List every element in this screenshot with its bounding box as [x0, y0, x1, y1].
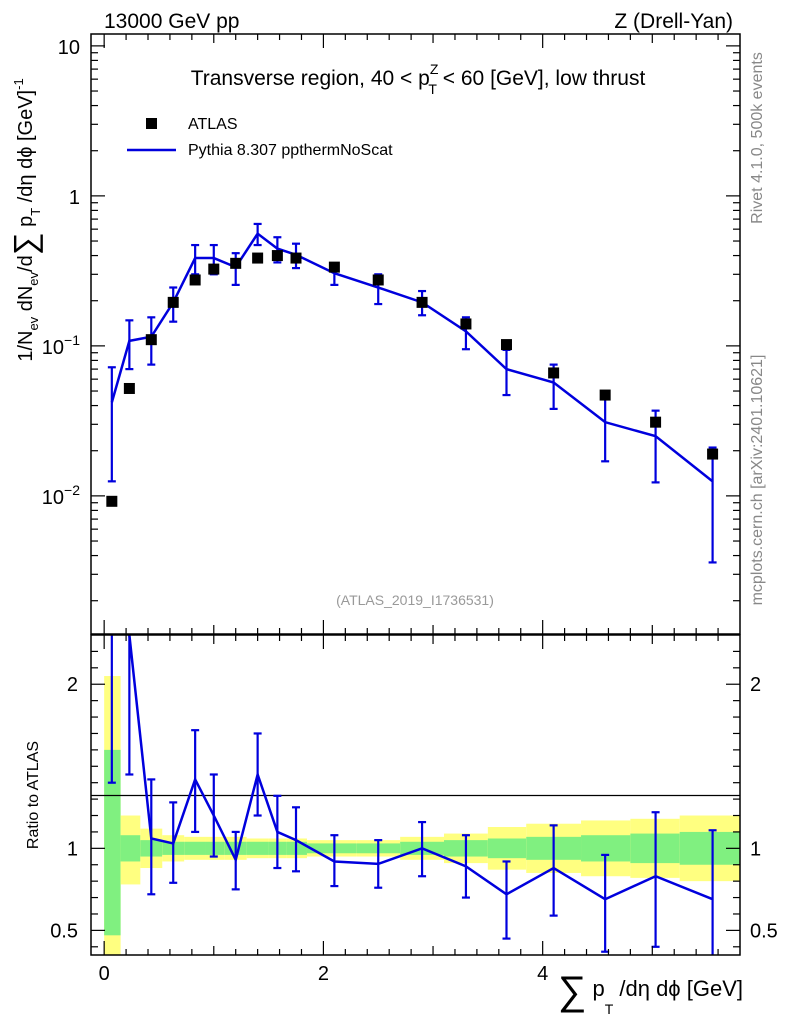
chart-title: Transverse region, 40 < pZ T < 60 [GeV], …	[191, 61, 646, 97]
ratio-band-inner	[120, 835, 141, 862]
process-label: Z (Drell-Yan)	[614, 10, 733, 33]
legend-marker-atlas	[146, 118, 157, 129]
main-y-axis-label: 1/Nev dNev/d∑ pT /dη dϕ [GeV]-1	[7, 78, 43, 361]
data-point	[599, 389, 611, 401]
y-tick-label: 10−1	[42, 332, 80, 359]
main-frame	[90, 33, 741, 635]
x-tick-label: 0	[99, 963, 110, 985]
x-tick-label: 2	[318, 963, 329, 985]
ratio-line	[128, 635, 714, 901]
data-point	[123, 382, 135, 394]
ratio-y-tick-label-right: 0.5	[750, 920, 778, 942]
ratio-y-tick-label-right: 2	[750, 674, 761, 696]
ratio-series	[107, 635, 717, 955]
main-y-ticks: 10 1 10−1 10−2	[42, 34, 740, 634]
legend-label-pythia: Pythia 8.307 ppthermNoScat	[188, 142, 393, 159]
data-point	[500, 339, 512, 351]
y-tick-label: 10−2	[42, 482, 80, 509]
data-point	[271, 250, 283, 262]
ratio-uncertainty-bands	[104, 676, 740, 955]
ratio-band-inner	[184, 841, 206, 855]
data-point	[230, 257, 242, 269]
data-point	[290, 252, 302, 264]
x-tick-label: 4	[537, 963, 548, 985]
ratio-band-inner	[104, 749, 121, 936]
data-point	[416, 296, 428, 308]
ratio-y-tick-label-right: 1	[750, 838, 761, 860]
data-point	[145, 334, 157, 346]
rivet-version-label: Rivet 4.1.0, 500k events	[749, 52, 766, 224]
ratio-y-tick-label-left: 1	[67, 838, 78, 860]
mc-line	[110, 231, 714, 483]
ratio-band-inner	[487, 838, 527, 859]
data-point	[106, 495, 118, 507]
ratio-ticks: 0.5 0.5 1 1 2 2 0 2 4	[50, 635, 778, 985]
ratio-band-inner	[246, 841, 269, 855]
legend-label-atlas: ATLAS	[188, 116, 238, 133]
mcplots-label: mcplots.cern.ch [arXiv:2401.10621]	[749, 355, 766, 606]
data-point	[167, 296, 179, 308]
ratio-y-tick-label-left: 2	[67, 674, 78, 696]
y-tick-label: 1	[69, 187, 80, 209]
ratio-y-axis-label: Ratio to ATLAS	[25, 741, 42, 849]
y-tick-label: 10	[58, 37, 80, 59]
analysis-id: (ATLAS_2019_I1736531)	[336, 592, 494, 608]
x-axis-label: ∑ pT /dη dϕ [GeV]	[558, 969, 743, 1017]
data-point	[189, 274, 201, 286]
data-point	[460, 318, 472, 330]
data-point	[208, 263, 220, 275]
data-point	[252, 252, 264, 264]
ratio-band-inner	[306, 843, 357, 854]
main-series	[106, 222, 719, 564]
beam-label: 13000 GeV pp	[104, 10, 239, 33]
legend: ATLAS Pythia 8.307 ppthermNoScat	[127, 116, 393, 159]
data-point	[372, 274, 384, 286]
data-point	[707, 448, 719, 460]
data-point	[328, 261, 340, 273]
ratio-frame	[90, 634, 741, 956]
data-point	[548, 367, 560, 379]
data-point	[650, 416, 662, 428]
ratio-y-tick-label-left: 0.5	[50, 920, 78, 942]
